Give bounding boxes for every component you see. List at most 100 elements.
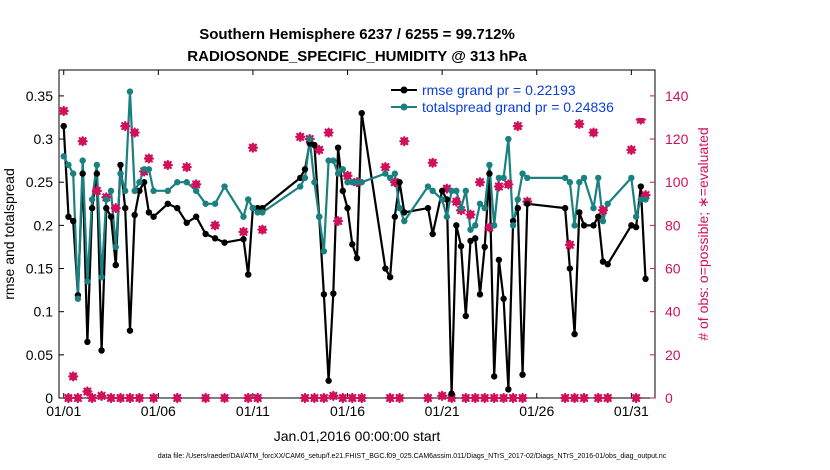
obs-evaluated-point [328,390,339,401]
rmse-point [571,330,578,338]
legend-rmse-label: rmse grand pr = 0.22193 [422,82,576,98]
y-right-tick-label: 0 [665,390,673,406]
totalspread-point [88,196,96,203]
rmse-point [467,237,474,245]
rmse-point [472,235,479,242]
rmse-point [84,338,91,346]
totalspread-point [192,187,200,195]
rmse-point [245,271,252,278]
obs-evaluated-point [72,392,84,404]
y-tick-label: 0.3 [34,131,54,147]
obs-evaluated-point [200,392,211,404]
rmse-point [126,327,134,334]
obs-evaluated-point [63,392,74,404]
totalspread-point [334,170,342,177]
plot-area: 0 0.05 0.1 0.15 0.2 0.25 0.3 0.35 0 20 40 60 80 100 1… [26,69,689,419]
obs-evaluated-point [640,190,651,201]
rmse-point [334,144,342,151]
obs-evaluated-point [474,177,486,188]
obs-evaluated-point [295,131,306,142]
rmse-point [566,265,574,272]
rmse-point [443,196,451,203]
rmse-point [136,187,143,195]
totalspread-point [84,278,91,285]
rmse-point [457,242,465,250]
obs-evaluated-point [460,392,471,404]
rmse-point [448,390,455,397]
obs-evaluated-point [380,162,391,173]
totalspread-point [576,179,583,186]
legend-box [385,77,647,118]
rmse-point [320,291,328,298]
obs-evaluated-point [238,226,249,237]
totalspread-point [595,174,602,182]
obs-evaluated-point [626,144,637,155]
totalspread-point [604,200,611,207]
totalspread-point [637,196,645,203]
obs-evaluated-point [389,177,400,188]
totalspread-point [112,243,119,251]
rmse-point [93,170,101,177]
rmse-point [500,295,507,302]
obs-evaluated-point [507,392,519,404]
totalspread-point [301,174,309,182]
rmse-point [481,243,488,251]
totalspread-point [325,157,332,164]
x-tick-label: 01/01 [46,403,81,419]
obs-evaluated-point [105,392,117,404]
chart-subtitle: RADIOSONDE_SPECIFIC_HUMIDITY @ 313 hPa [187,48,527,65]
rmse-point [122,204,129,212]
rmse-point [79,170,86,177]
rmse-point [192,213,200,220]
rmse-point [637,183,645,190]
obs-evaluated-point [172,392,183,404]
totalspread-point [136,179,143,186]
obs-evaluated-point [356,392,367,404]
obs-evaluated-point [323,127,334,138]
rmse-point [604,261,611,268]
rmse-point [112,261,119,269]
obs-evaluated-point [115,392,126,404]
rmse-point [325,377,332,384]
obs-evaluated-point [489,392,500,404]
y-right-tick-label: 60 [665,261,681,277]
legend-spread-label: totalspread grand pr = 0.24836 [422,99,614,115]
obs-evaluated-point [124,392,136,404]
y-right-tick-label: 120 [665,131,689,147]
obs-evaluated-point [314,144,325,155]
obs-evaluated-point [593,392,604,404]
x-tick-label: 01/06 [141,403,176,419]
totalspread-point [103,196,110,203]
rmse-point [514,204,522,212]
obs-evaluated-point [209,220,221,231]
rmse-point [98,347,105,354]
totalspread-point [358,179,365,186]
rmse-point [297,174,304,182]
obs-evaluated-point [498,392,509,404]
y-tick-label: 0.25 [26,174,53,190]
y-right-tick-label: 140 [665,88,689,104]
totalspread-point [74,295,82,302]
obs-evaluated-point [318,392,329,404]
totalspread-point [472,222,479,229]
obs-evaluated-point [243,392,254,404]
rmse-point [358,109,365,117]
obs-evaluated-point [58,105,69,117]
totalspread-point [628,174,635,182]
totalspread-point [339,166,347,173]
obs-evaluated-point [87,392,98,404]
y-tick-label: 0.35 [26,88,53,104]
totalspread-point [566,179,574,186]
obs-evaluated-point [252,392,263,404]
rmse-point [145,209,153,216]
totalspread-point [79,157,86,164]
obs-evaluated-point [257,224,268,235]
totalspread-point [221,183,228,190]
obs-evaluated-point [120,121,131,132]
totalspread-point [150,187,157,195]
y-tick-label: 0 [45,390,53,406]
obs-evaluated-point [82,386,93,397]
rmse-point [150,213,157,220]
totalspread-point [320,248,328,255]
rmse-point [386,273,394,281]
